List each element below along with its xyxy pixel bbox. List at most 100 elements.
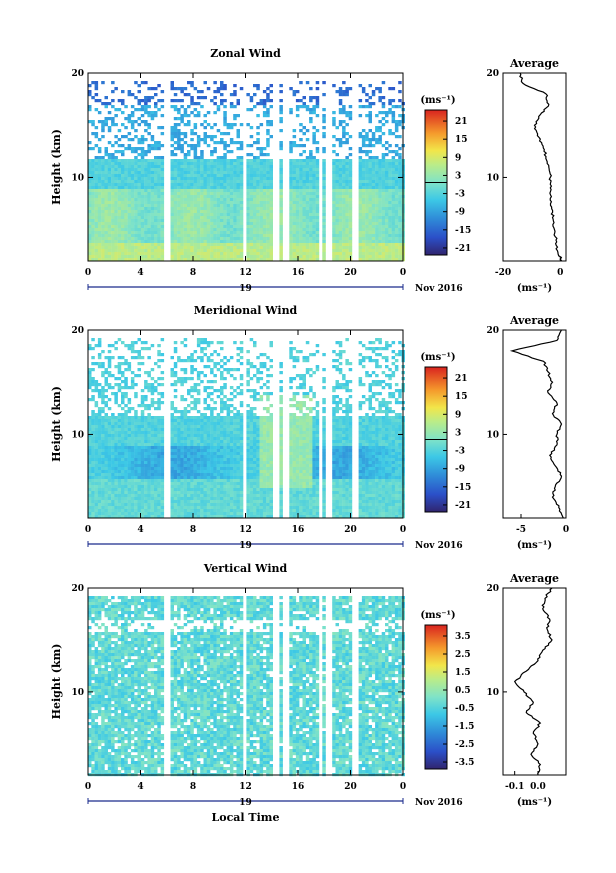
colorbar-tick: -15 — [455, 226, 471, 236]
average-line — [513, 587, 553, 776]
colorbar-tick: -9 — [455, 208, 465, 218]
colorbar-tick: -3 — [455, 447, 465, 457]
heatmap — [88, 81, 405, 262]
x-tick-label: 0 — [85, 268, 91, 278]
date-label: 19 — [239, 541, 252, 551]
colorbar-unit: (ms⁻¹) — [420, 610, 455, 621]
colorbar-tick: 3.5 — [455, 632, 471, 642]
y-tick-label: 20 — [71, 326, 84, 336]
average-frame — [502, 329, 567, 519]
colorbar-tick: 21 — [455, 117, 468, 127]
y-tick-label: 20 — [71, 69, 84, 79]
colorbar-tick: 9 — [455, 410, 461, 420]
x-tick-label: 20 — [344, 782, 357, 792]
x-tick-label: 20 — [344, 268, 357, 278]
colorbar — [424, 624, 448, 770]
heatmap — [88, 596, 405, 777]
x-tick-label: 0 — [85, 525, 91, 535]
colorbar-tick: 2.5 — [455, 650, 471, 660]
colorbar-tick: -21 — [455, 501, 471, 511]
y-axis-label: Height (km) — [50, 129, 63, 205]
colorbar-tick: 0.5 — [455, 686, 471, 696]
x-tick-label: 8 — [190, 268, 196, 278]
colorbar-tick: 15 — [455, 135, 468, 145]
average-profile: Average 20 10 -5 0 (ms⁻¹) — [486, 314, 569, 551]
x-tick-label: 12 — [239, 782, 252, 792]
colorbar-tick: -21 — [455, 244, 471, 254]
panel-zonal-wind: Zonal Wind 20 10 Height (km) 0 4 8 12 16 20 0 19 Nov… — [50, 47, 567, 294]
average-x-tick-label: 0 — [557, 268, 563, 278]
average-line — [519, 72, 563, 262]
x-tick-label: 20 — [344, 525, 357, 535]
month-label: Nov 2016 — [415, 284, 463, 294]
x-tick-label: 4 — [137, 268, 143, 278]
average-profile: Average 20 10 -0.1 0.0 (ms⁻¹) — [486, 572, 567, 808]
average-x-tick-label: -0.1 — [505, 782, 524, 792]
average-unit: (ms⁻¹) — [517, 283, 552, 294]
colorbar-tick: -9 — [455, 465, 465, 475]
average-y-tick-label: 20 — [486, 69, 499, 79]
x-tick-label: 16 — [292, 782, 305, 792]
colorbar-tick: -0.5 — [455, 704, 474, 714]
x-tick-label: 0 — [400, 268, 406, 278]
y-tick-label: 10 — [71, 430, 84, 440]
date-label: 19 — [239, 284, 252, 294]
colorbar-unit: (ms⁻¹) — [420, 352, 455, 363]
date-label: 19 — [239, 798, 252, 808]
colorbar-tick: 15 — [455, 392, 468, 402]
colorbar-tick: -3.5 — [455, 758, 474, 768]
y-tick-label: 10 — [71, 688, 84, 698]
y-tick-label: 10 — [71, 173, 84, 183]
panel-title: Meridional Wind — [194, 304, 298, 317]
panel-meridional-wind: Meridional Wind 20 10 Height (km) 0 4 8 12 16 20 0… — [50, 304, 569, 551]
average-unit: (ms⁻¹) — [517, 540, 552, 551]
x-tick-label: 0 — [85, 782, 91, 792]
average-profile: Average 20 10 -20 0 (ms⁻¹) — [486, 57, 567, 294]
average-x-tick-label: -20 — [495, 268, 511, 278]
colorbar-tick: -3 — [455, 190, 465, 200]
average-frame — [502, 587, 567, 776]
x-tick-label: 0 — [400, 525, 406, 535]
average-frame — [502, 72, 567, 262]
month-label: Nov 2016 — [415, 798, 463, 808]
average-y-tick-label: 10 — [486, 688, 499, 698]
average-y-tick-label: 10 — [486, 173, 499, 183]
average-title: Average — [509, 314, 559, 327]
x-tick-label: 16 — [292, 525, 305, 535]
colorbar-unit: (ms⁻¹) — [420, 95, 455, 106]
panel-title: Vertical Wind — [203, 562, 288, 575]
panel-title: Zonal Wind — [210, 47, 281, 60]
x-tick-label: 16 — [292, 268, 305, 278]
x-tick-label: 12 — [239, 525, 252, 535]
colorbar-tick: -15 — [455, 483, 471, 493]
average-title: Average — [509, 572, 559, 585]
y-axis-label: Height (km) — [50, 386, 63, 462]
average-x-tick-label: 0 — [563, 525, 569, 535]
colorbar-tick: -1.5 — [455, 722, 474, 732]
average-y-tick-label: 20 — [486, 584, 499, 594]
average-x-tick-label: 0.0 — [530, 782, 546, 792]
average-y-tick-label: 10 — [486, 430, 499, 440]
y-axis-label: Height (km) — [50, 644, 63, 720]
colorbar-tick: 21 — [455, 374, 468, 384]
average-x-tick-label: -5 — [516, 525, 526, 535]
average-unit: (ms⁻¹) — [517, 797, 552, 808]
average-line — [509, 329, 564, 519]
x-tick-label: 0 — [400, 782, 406, 792]
average-y-tick-label: 20 — [486, 326, 499, 336]
x-tick-label: 4 — [137, 782, 143, 792]
average-title: Average — [509, 57, 559, 70]
month-label: Nov 2016 — [415, 541, 463, 551]
colorbar-tick: 9 — [455, 153, 461, 163]
x-axis-label: Local Time — [212, 811, 280, 824]
x-tick-label: 8 — [190, 525, 196, 535]
y-tick-label: 20 — [71, 584, 84, 594]
x-tick-label: 12 — [239, 268, 252, 278]
heatmap — [88, 338, 405, 519]
panel-vertical-wind: Vertical Wind 20 10 Height (km) 0 4 8 12 16 20 0 19… — [50, 562, 567, 824]
colorbar-tick: 3 — [455, 171, 461, 181]
x-tick-label: 8 — [190, 782, 196, 792]
x-tick-label: 4 — [137, 525, 143, 535]
colorbar-tick: 3 — [455, 428, 461, 438]
